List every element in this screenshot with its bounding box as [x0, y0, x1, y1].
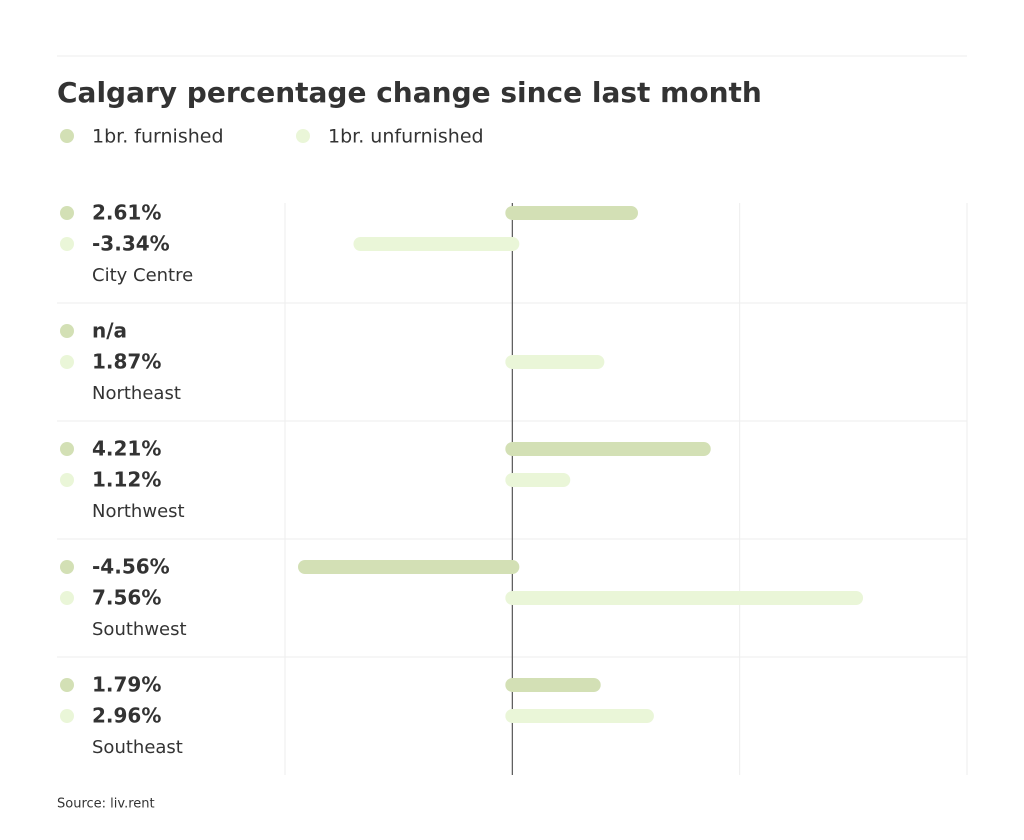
- category-label: Southwest: [92, 619, 187, 640]
- row-swatch: [60, 591, 74, 605]
- row-swatch: [60, 237, 74, 251]
- value-label: 1.87%: [92, 350, 161, 374]
- category-label: Northeast: [92, 383, 181, 404]
- category-label: City Centre: [92, 265, 193, 286]
- row-swatch: [60, 473, 74, 487]
- row-swatch: [60, 678, 74, 692]
- value-label: n/a: [92, 319, 127, 343]
- row-swatch: [60, 355, 74, 369]
- legend-swatch: [296, 129, 310, 143]
- row-swatch: [60, 560, 74, 574]
- value-label: 4.21%: [92, 437, 161, 461]
- value-label: -3.34%: [92, 232, 170, 256]
- row-swatch: [60, 442, 74, 456]
- row-swatch: [60, 206, 74, 220]
- value-label: 2.61%: [92, 201, 161, 225]
- value-label: 2.96%: [92, 704, 161, 728]
- chart-title: Calgary percentage change since last mon…: [57, 76, 762, 109]
- value-label: 7.56%: [92, 586, 161, 610]
- value-label: -4.56%: [92, 555, 170, 579]
- legend-label: 1br. furnished: [92, 126, 224, 148]
- legend-swatch: [60, 129, 74, 143]
- source: Source: liv.rent: [57, 797, 155, 812]
- legend-label: 1br. unfurnished: [328, 126, 484, 148]
- value-label: 1.12%: [92, 468, 161, 492]
- row-swatch: [60, 324, 74, 338]
- category-label: Northwest: [92, 501, 185, 522]
- category-label: Southeast: [92, 737, 183, 758]
- value-label: 1.79%: [92, 673, 161, 697]
- row-swatch: [60, 709, 74, 723]
